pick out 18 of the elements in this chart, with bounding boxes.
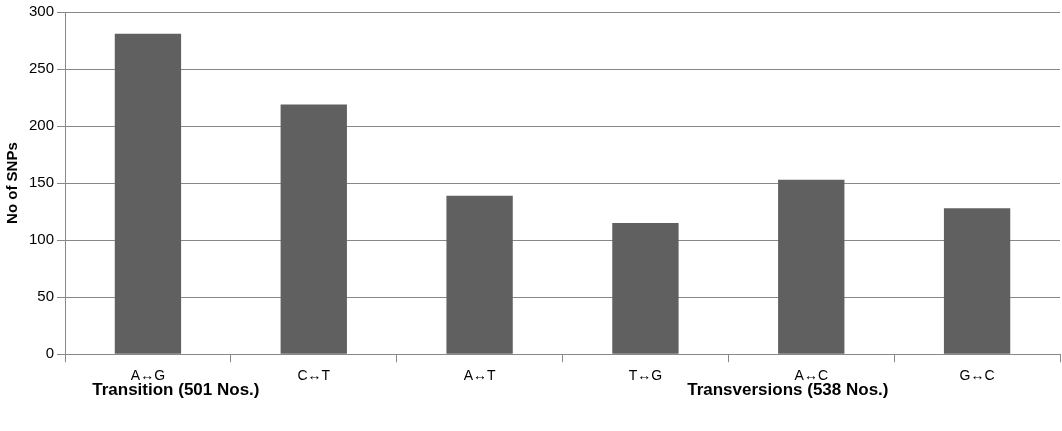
bar xyxy=(114,33,182,354)
bar xyxy=(943,208,1011,354)
bar xyxy=(612,223,679,354)
y-tick-label: 100 xyxy=(29,230,55,248)
x-tick-label: C↔T xyxy=(297,367,331,384)
bar xyxy=(446,195,513,354)
x-tick-label: T↔G xyxy=(628,367,663,384)
y-tick-label: 150 xyxy=(29,173,55,191)
x-tick-label: G↔C xyxy=(959,367,995,384)
bar xyxy=(778,179,845,354)
y-tick-label: 200 xyxy=(29,116,55,134)
y-tick-label: 250 xyxy=(29,59,55,77)
x-tick-label: A↔T xyxy=(463,367,496,384)
y-axis-title: No of SNPs xyxy=(3,142,21,224)
y-tick-label: 0 xyxy=(45,344,55,362)
y-tick-label: 50 xyxy=(37,287,55,305)
bar xyxy=(280,104,347,354)
y-tick-label: 300 xyxy=(29,2,55,20)
